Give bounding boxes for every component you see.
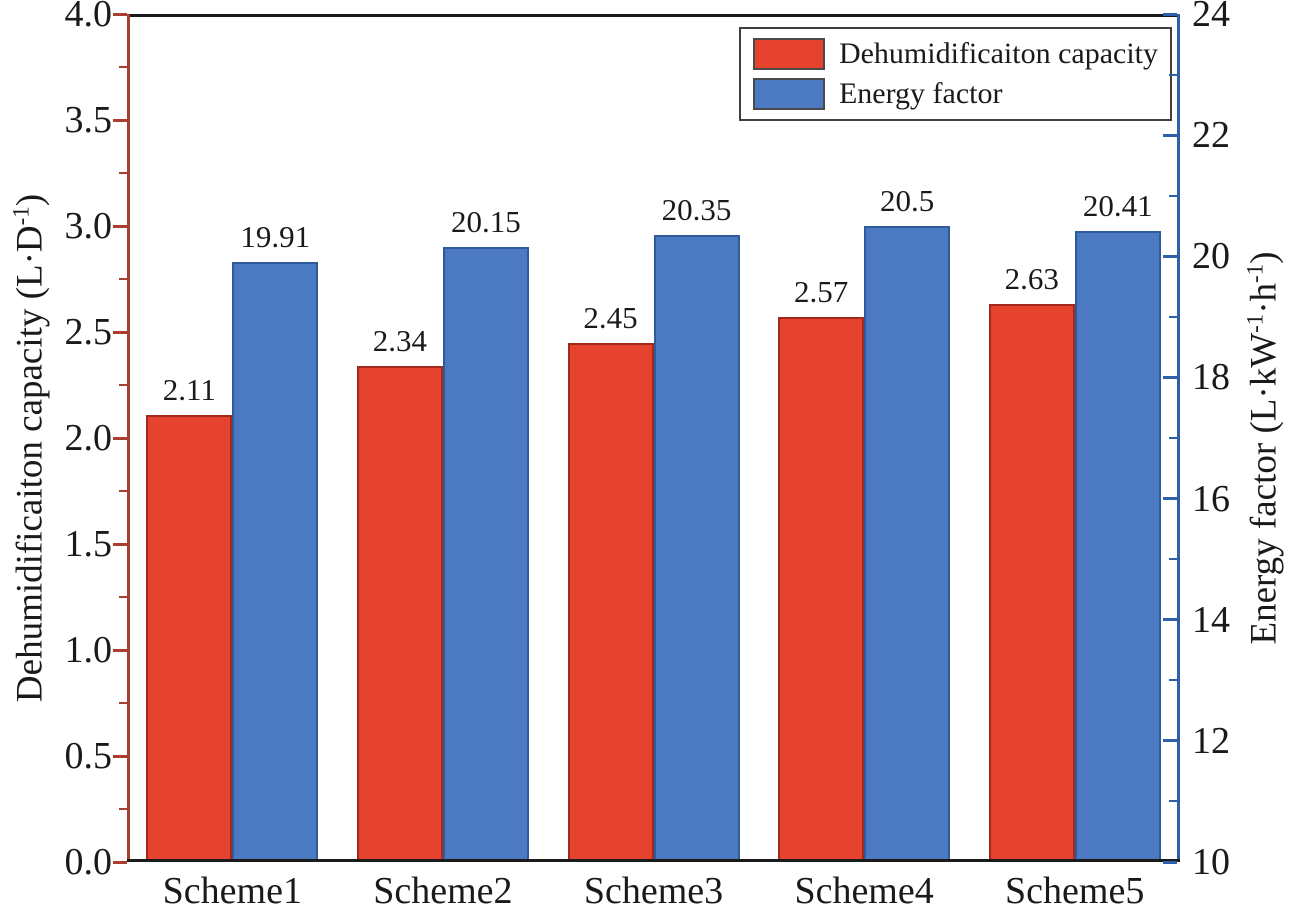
right-major-tick	[1163, 133, 1177, 137]
left-minor-tick	[119, 702, 127, 704]
left-major-tick	[113, 330, 127, 334]
left-tick-label: 4.0	[64, 0, 113, 35]
right-major-tick	[1163, 375, 1177, 379]
x-axis-label-scheme1: Scheme1	[162, 870, 302, 912]
value-label-dehumidification-scheme3: 2.45	[583, 299, 638, 335]
right-major-tick	[1163, 860, 1177, 864]
bar-energy-factor-scheme3	[653, 235, 740, 862]
right-minor-tick	[1169, 558, 1177, 561]
left-major-tick	[113, 118, 127, 122]
right-major-tick	[1163, 12, 1177, 16]
x-axis-label-scheme5: Scheme5	[1005, 870, 1145, 912]
right-minor-tick	[1169, 800, 1177, 803]
left-minor-tick	[119, 596, 127, 598]
legend-swatch-red	[752, 38, 825, 70]
left-tick-label: 1.0	[64, 629, 113, 671]
bar-energy-factor-scheme5	[1074, 231, 1161, 862]
right-tick-label: 24	[1192, 0, 1230, 35]
top-spine	[127, 14, 1180, 17]
value-label-dehumidification-scheme5: 2.63	[1004, 261, 1059, 297]
legend-label-dehumidification-capacity: Dehumidificaiton capacity	[838, 37, 1158, 70]
right-tick-label: 20	[1192, 235, 1230, 278]
bar-dehumidification-scheme2	[356, 365, 443, 862]
value-label-energy-factor-scheme3: 20.35	[661, 192, 732, 228]
right-major-tick	[1163, 254, 1177, 258]
legend-swatch-blue	[752, 78, 825, 110]
right-minor-tick	[1169, 194, 1177, 197]
left-minor-tick	[119, 278, 127, 280]
left-tick-label: 3.5	[64, 99, 113, 141]
right-tick-label: 14	[1192, 598, 1230, 641]
value-label-dehumidification-scheme1: 2.11	[162, 371, 216, 407]
left-minor-tick	[119, 384, 127, 386]
value-label-energy-factor-scheme1: 19.91	[240, 218, 311, 254]
left-tick-label: 0.0	[64, 841, 113, 883]
left-major-tick	[113, 542, 127, 546]
left-minor-tick	[119, 808, 127, 810]
left-major-tick	[113, 648, 127, 652]
x-axis-label-scheme2: Scheme2	[373, 870, 513, 912]
right-minor-tick	[1169, 437, 1177, 439]
left-major-tick	[113, 12, 127, 16]
right-major-tick	[1163, 739, 1177, 743]
right-tick-label: 18	[1192, 356, 1230, 399]
x-axis-label-scheme3: Scheme3	[583, 870, 724, 912]
bar-energy-factor-scheme2	[442, 247, 529, 862]
right-major-tick	[1163, 618, 1177, 622]
left-tick-label: 1.5	[64, 523, 113, 565]
left-tick-label: 2.5	[64, 311, 113, 353]
value-label-energy-factor-scheme5: 20.41	[1082, 188, 1153, 224]
left-minor-tick	[119, 490, 127, 492]
legend: Dehumidificaiton capacity Energy factor	[738, 27, 1172, 121]
left-major-tick	[113, 860, 127, 864]
legend-label-energy-factor: Energy factor	[838, 77, 1003, 110]
right-tick-label: 16	[1192, 477, 1230, 520]
left-major-tick	[113, 224, 127, 228]
value-label-energy-factor-scheme2: 20.15	[451, 204, 521, 240]
bar-dehumidification-scheme1	[146, 414, 233, 862]
right-minor-tick	[1169, 679, 1177, 682]
bar-energy-factor-scheme1	[232, 261, 319, 862]
value-label-energy-factor-scheme4: 20.5	[879, 183, 935, 218]
left-tick-label: 0.5	[64, 735, 113, 777]
bar-dehumidification-scheme4	[778, 317, 865, 862]
bar-energy-factor-scheme4	[864, 226, 951, 862]
left-minor-tick	[119, 66, 127, 68]
left-major-tick	[113, 754, 127, 758]
right-major-tick	[1163, 497, 1177, 501]
left-major-tick	[113, 436, 127, 440]
value-label-dehumidification-scheme2: 2.34	[372, 322, 428, 358]
right-tick-label: 10	[1192, 841, 1230, 883]
legend-item-dehumidification-capacity: Dehumidificaiton capacity	[752, 36, 1158, 72]
left-tick-label: 2.0	[64, 417, 113, 459]
value-label-dehumidification-scheme4: 2.57	[793, 274, 849, 310]
left-spine	[127, 14, 130, 862]
right-spine	[1177, 14, 1180, 862]
left-tick-label: 3.0	[64, 205, 113, 247]
right-minor-tick	[1169, 315, 1177, 318]
right-minor-tick	[1169, 73, 1177, 76]
x-axis-label-scheme4: Scheme4	[794, 870, 934, 912]
right-tick-label: 12	[1192, 719, 1230, 762]
bar-dehumidification-scheme5	[988, 304, 1075, 862]
bar-dehumidification-scheme3	[567, 342, 654, 862]
left-minor-tick	[119, 172, 127, 174]
legend-item-energy-factor: Energy factor	[752, 76, 1158, 112]
bottom-spine	[127, 859, 1180, 862]
right-tick-label: 22	[1192, 114, 1230, 157]
right-axis-title: Energy factor (L·kW-1·h-1)	[1242, 251, 1285, 645]
